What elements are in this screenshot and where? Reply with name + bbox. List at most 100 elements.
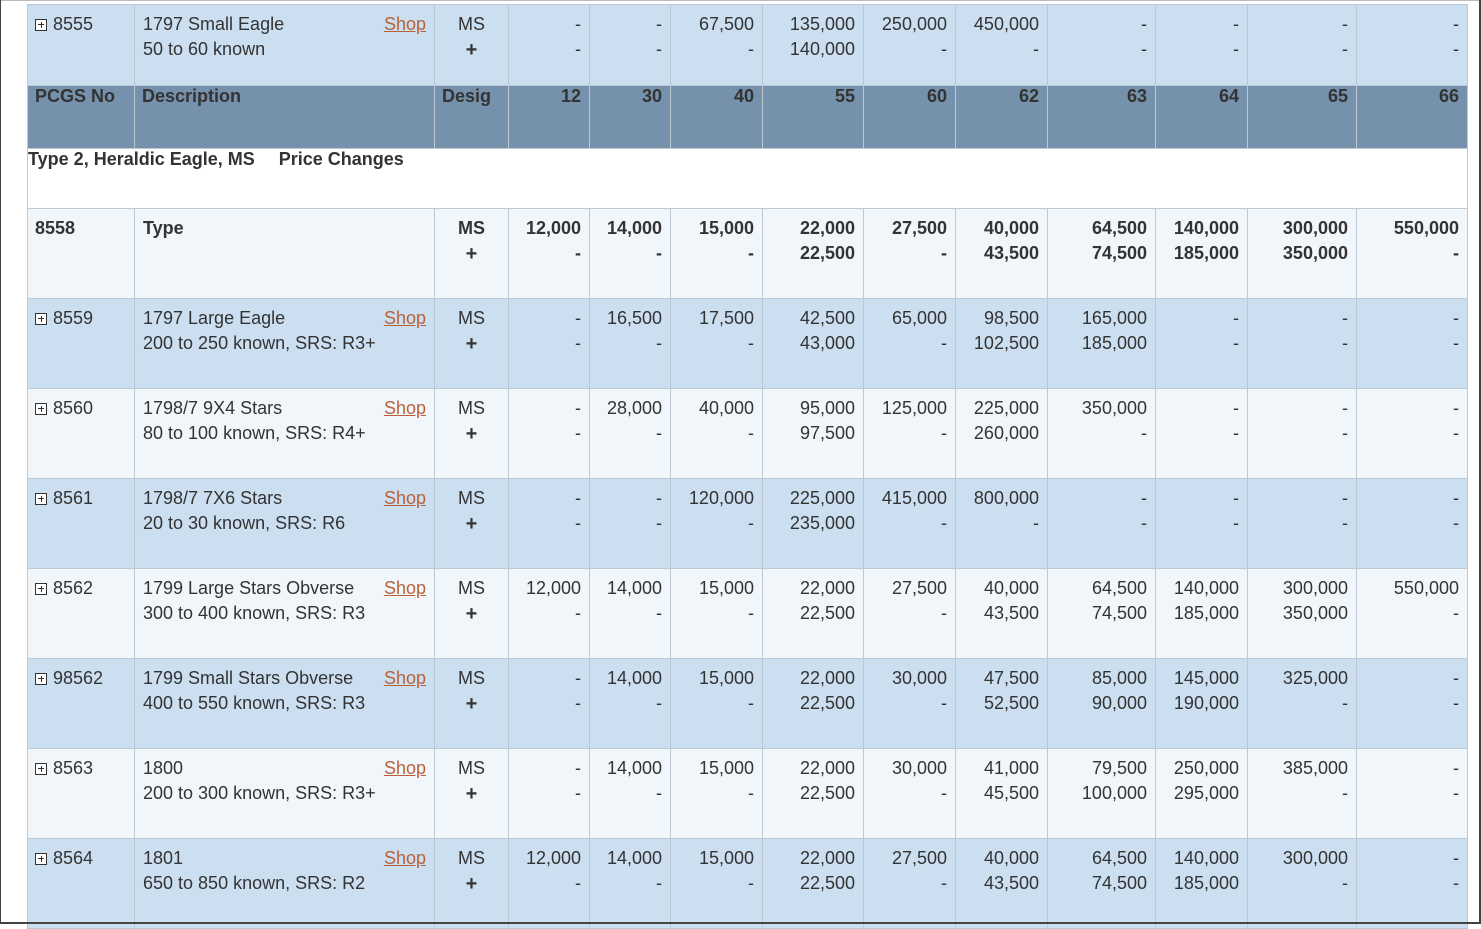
plus-price-value: - [1233,39,1239,59]
header-grade[interactable]: 55 [762,85,864,149]
plus-price-value: - [575,513,581,533]
coin-row: 8561 1798/7 7X6 Stars Shop 20 to 30 known, … [27,478,1468,569]
plus-price-value: - [656,783,662,803]
plus-price-value: - [941,693,947,713]
pcgs-number-cell: 8560 [27,388,135,479]
header-grade[interactable]: 63 [1047,85,1156,149]
price-cell: 15,000 - [670,208,763,299]
expand-plus-icon[interactable] [35,312,47,325]
shop-link[interactable]: Shop [383,668,426,688]
plus-price-value: - [1033,39,1039,59]
header-grade[interactable]: 62 [955,85,1048,149]
header-desig[interactable]: Desig [434,85,509,149]
plus-price-value: - [941,873,947,893]
price-value: 30,000 [891,758,947,778]
price-value: 12,000 [525,218,581,238]
expand-plus-icon[interactable] [35,402,47,415]
plus-price-value: - [1233,513,1239,533]
shop-link[interactable]: Shop [383,848,426,868]
price-value: - [1233,488,1239,508]
shop-link[interactable]: Shop [383,14,426,34]
expand-plus-icon[interactable] [35,852,47,865]
plus-price-value: - [1342,693,1348,713]
plus-price-value: 350,000 [1282,243,1348,263]
plus-price-value: - [575,39,581,59]
header-grade[interactable]: 65 [1247,85,1357,149]
price-cell: 14,000 - [589,658,671,749]
plus-price-value: 22,500 [799,783,855,803]
coin-name: 1800 [143,758,184,778]
desig-label: MS [458,488,485,508]
plus-icon: + [465,693,478,715]
price-value: 350,000 [1081,398,1147,418]
header-description[interactable]: Description [134,85,435,149]
price-cell: 27,500 - [863,208,956,299]
header-grade[interactable]: 40 [670,85,763,149]
price-cell: 40,000 43,500 [955,838,1048,929]
price-value: 145,000 [1173,668,1239,688]
plus-price-value: - [1453,423,1459,443]
plus-price-value: - [656,243,662,263]
price-cell: -- [508,478,590,569]
price-cell: -- [508,298,590,389]
desig-cell: MS + [434,208,509,299]
price-value: - [575,308,581,328]
description-line: 1797 Small Eagle Shop [143,5,426,37]
price-cell: 12,000 - [508,838,590,929]
header-grade[interactable]: 12 [508,85,590,149]
shop-link[interactable]: Shop [383,758,426,778]
plus-price-value: 100,000 [1081,783,1147,803]
plus-price-value: - [1342,39,1348,59]
shop-link[interactable]: Shop [383,578,426,598]
header-grade[interactable]: 30 [589,85,671,149]
coin-name: Type [143,218,184,238]
price-cell: 30,000 - [863,658,956,749]
expand-plus-icon[interactable] [35,672,47,685]
expand-plus-icon[interactable] [35,762,47,775]
known-count: 400 to 550 known, SRS: R3 [143,693,366,713]
pcgs-line: 8562 [35,569,134,601]
plus-price-value: - [1141,423,1147,443]
expand-plus-icon[interactable] [35,492,47,505]
pcgs-number-cell: 8562 [27,568,135,659]
known-count: 50 to 60 known [143,39,266,59]
price-value: 125,000 [881,398,947,418]
plus-price-value: - [1453,603,1459,623]
description-line: 1797 Large Eagle Shop [143,299,426,331]
price-value: 95,000 [799,398,855,418]
expand-plus-icon[interactable] [35,582,47,595]
price-cell: 15,000 - [670,748,763,839]
price-changes-link[interactable]: Price Changes [278,149,404,169]
desig-label: MS [458,218,485,238]
plus-price-value: - [1453,39,1459,59]
header-grade[interactable]: 60 [863,85,956,149]
price-cell: -- [1247,478,1357,569]
expand-plus-icon[interactable] [35,18,47,31]
known-count: 200 to 300 known, SRS: R3+ [143,783,376,803]
shop-link[interactable]: Shop [383,308,426,328]
pcgs-line: 8564 [35,839,134,871]
price-cell: -- [1047,4,1156,86]
header-grade[interactable]: 66 [1356,85,1468,149]
plus-price-value: - [1453,513,1459,533]
header-pcgs-no[interactable]: PCGS No [27,85,135,149]
price-cell: 14,000 - [589,838,671,929]
description-line: 1798/7 9X4 Stars Shop [143,389,426,421]
price-value: 22,000 [799,758,855,778]
price-cell: 15,000 - [670,658,763,749]
price-cell: -- [1155,298,1248,389]
header-grade[interactable]: 64 [1155,85,1248,149]
price-cell: 225,000 260,000 [955,388,1048,479]
plus-price-value: 90,000 [1091,693,1147,713]
shop-link[interactable]: Shop [383,398,426,418]
price-value: 40,000 [698,398,754,418]
plus-price-value: 43,500 [983,873,1039,893]
shop-link[interactable]: Shop [383,488,426,508]
price-cell: 14,000 - [589,208,671,299]
description-line: 1799 Small Stars Obverse Shop [143,659,426,691]
price-value: 27,500 [891,218,947,238]
price-value: 225,000 [973,398,1039,418]
price-cell: 14,000 - [589,748,671,839]
pcgs-line: 8561 [35,479,134,511]
plus-price-value: - [1453,873,1459,893]
